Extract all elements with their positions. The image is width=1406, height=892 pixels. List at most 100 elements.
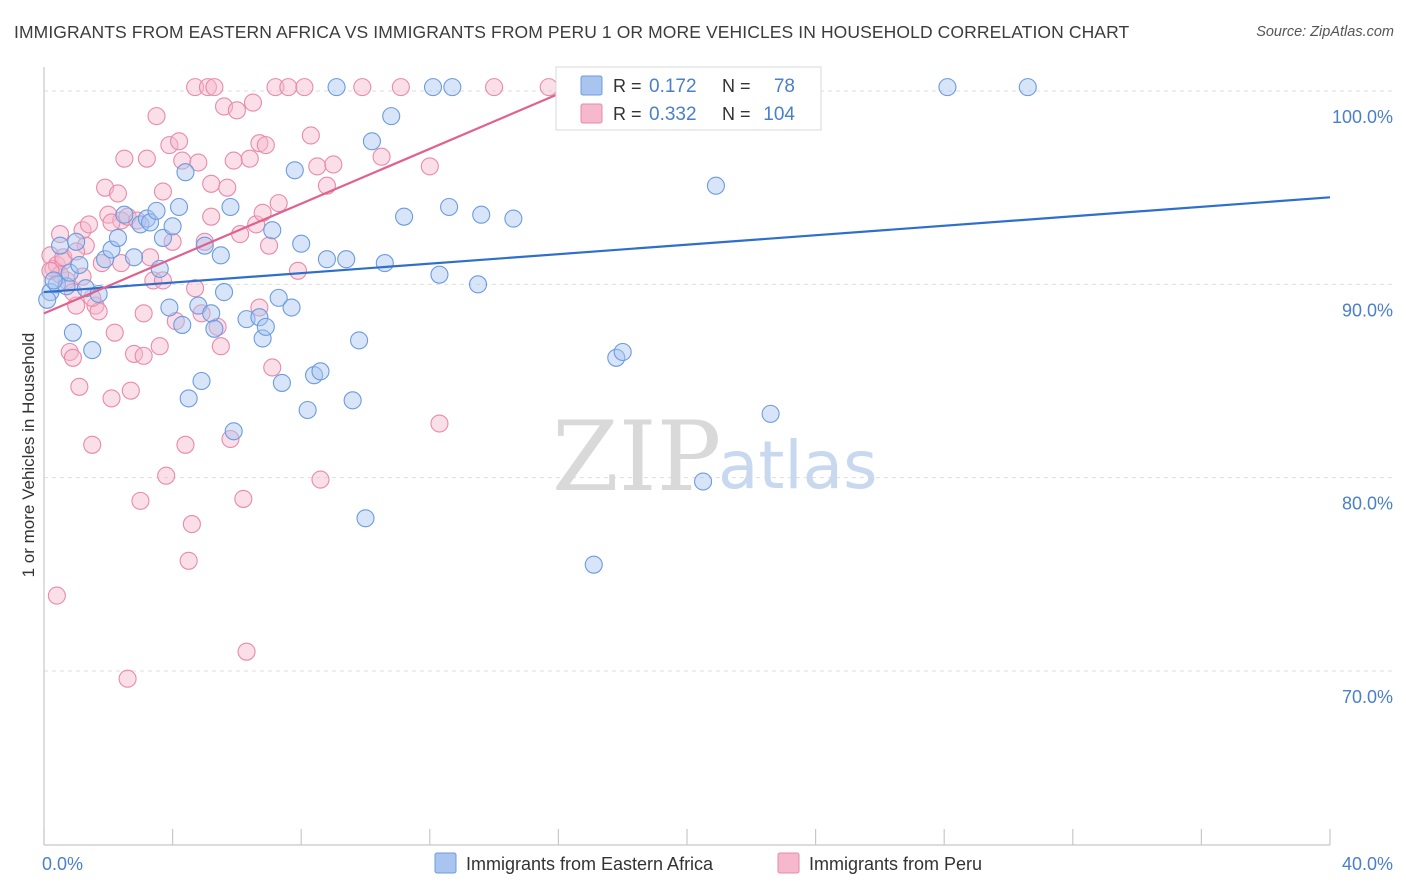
data-point bbox=[308, 157, 327, 176]
data-point bbox=[761, 404, 780, 423]
data-point bbox=[250, 134, 269, 153]
data-point bbox=[256, 136, 275, 155]
data-point bbox=[285, 161, 304, 180]
data-point bbox=[141, 248, 160, 267]
data-point bbox=[221, 197, 240, 217]
y-tick-label: 80.0% bbox=[1342, 494, 1393, 514]
data-point bbox=[468, 275, 488, 294]
y-tick-label: 90.0% bbox=[1342, 300, 1393, 320]
data-point bbox=[153, 228, 173, 247]
y-tick-label: 70.0% bbox=[1342, 687, 1393, 707]
data-point bbox=[250, 308, 269, 327]
data-point bbox=[272, 373, 291, 392]
data-point bbox=[292, 234, 311, 253]
source-label: Source: ZipAtlas.com bbox=[1256, 24, 1394, 40]
data-point bbox=[202, 174, 221, 193]
data-point bbox=[211, 337, 230, 356]
data-point bbox=[160, 136, 179, 155]
data-point bbox=[324, 155, 343, 174]
data-point bbox=[256, 317, 275, 336]
legend-blue-label: Immigrants from Eastern Africa bbox=[466, 854, 714, 874]
data-point bbox=[237, 642, 256, 661]
data-point bbox=[169, 197, 189, 217]
data-point bbox=[430, 265, 449, 284]
data-point bbox=[169, 132, 189, 151]
data-point bbox=[211, 246, 230, 265]
data-point bbox=[67, 232, 86, 251]
data-point bbox=[182, 515, 201, 534]
data-point bbox=[160, 298, 179, 317]
data-point bbox=[137, 149, 156, 168]
data-point bbox=[70, 255, 89, 275]
data-point bbox=[391, 78, 410, 97]
blue-swatch bbox=[580, 75, 603, 96]
data-point bbox=[150, 337, 169, 356]
data-point bbox=[38, 290, 57, 309]
data-point bbox=[102, 389, 121, 408]
data-point bbox=[147, 201, 166, 220]
data-point bbox=[83, 341, 102, 360]
data-point bbox=[102, 240, 121, 259]
data-point bbox=[176, 435, 195, 454]
data-point bbox=[1018, 78, 1037, 97]
data-point bbox=[375, 254, 394, 273]
data-point bbox=[108, 184, 127, 203]
data-point bbox=[157, 466, 176, 485]
data-point bbox=[141, 213, 160, 232]
data-point bbox=[420, 157, 439, 176]
data-point bbox=[79, 215, 99, 234]
data-point bbox=[317, 250, 336, 269]
data-point bbox=[192, 371, 211, 391]
data-point bbox=[938, 78, 957, 97]
blue-n-value: 78 bbox=[774, 76, 795, 97]
data-point bbox=[288, 261, 308, 280]
data-point bbox=[356, 509, 375, 528]
trend-lines bbox=[43, 86, 1331, 315]
data-point bbox=[186, 78, 205, 97]
data-point bbox=[70, 377, 89, 396]
data-point bbox=[443, 78, 462, 97]
data-point bbox=[613, 342, 632, 362]
pink-r-label: R = bbox=[613, 104, 642, 124]
blue-r-label: R = bbox=[613, 76, 642, 96]
x-tick-label-max: 40.0% bbox=[1342, 854, 1393, 874]
data-point bbox=[472, 205, 491, 224]
data-point bbox=[337, 250, 356, 269]
data-point bbox=[63, 348, 82, 367]
data-point bbox=[372, 147, 391, 166]
data-point bbox=[105, 323, 124, 342]
eastern-africa-points bbox=[38, 78, 1037, 574]
data-point bbox=[67, 242, 86, 261]
data-point bbox=[539, 78, 558, 97]
data-point bbox=[118, 669, 137, 688]
data-point bbox=[76, 236, 95, 255]
data-point bbox=[186, 279, 205, 298]
data-point bbox=[227, 101, 246, 120]
stats-legend: R = 0.172 N = 78 R = 0.332 N = 104 bbox=[555, 66, 822, 131]
pink-swatch bbox=[580, 103, 603, 124]
data-point bbox=[259, 236, 279, 255]
data-point bbox=[423, 78, 443, 97]
data-point bbox=[134, 346, 153, 365]
pink-n-label: N = bbox=[722, 104, 751, 124]
data-point bbox=[147, 107, 166, 126]
data-point bbox=[176, 163, 195, 182]
data-point bbox=[440, 197, 459, 217]
data-point bbox=[266, 78, 285, 97]
data-point bbox=[430, 414, 449, 433]
data-point bbox=[395, 207, 414, 226]
data-point bbox=[224, 422, 243, 441]
data-point bbox=[47, 586, 66, 605]
data-point bbox=[51, 236, 70, 255]
axes bbox=[43, 67, 1331, 846]
data-point bbox=[83, 435, 102, 454]
data-point bbox=[96, 250, 115, 269]
data-point bbox=[179, 551, 198, 570]
data-point bbox=[198, 78, 218, 97]
data-point bbox=[263, 358, 282, 377]
data-point bbox=[153, 182, 173, 201]
data-point bbox=[240, 149, 259, 168]
data-point bbox=[202, 207, 221, 226]
data-point bbox=[115, 149, 134, 168]
